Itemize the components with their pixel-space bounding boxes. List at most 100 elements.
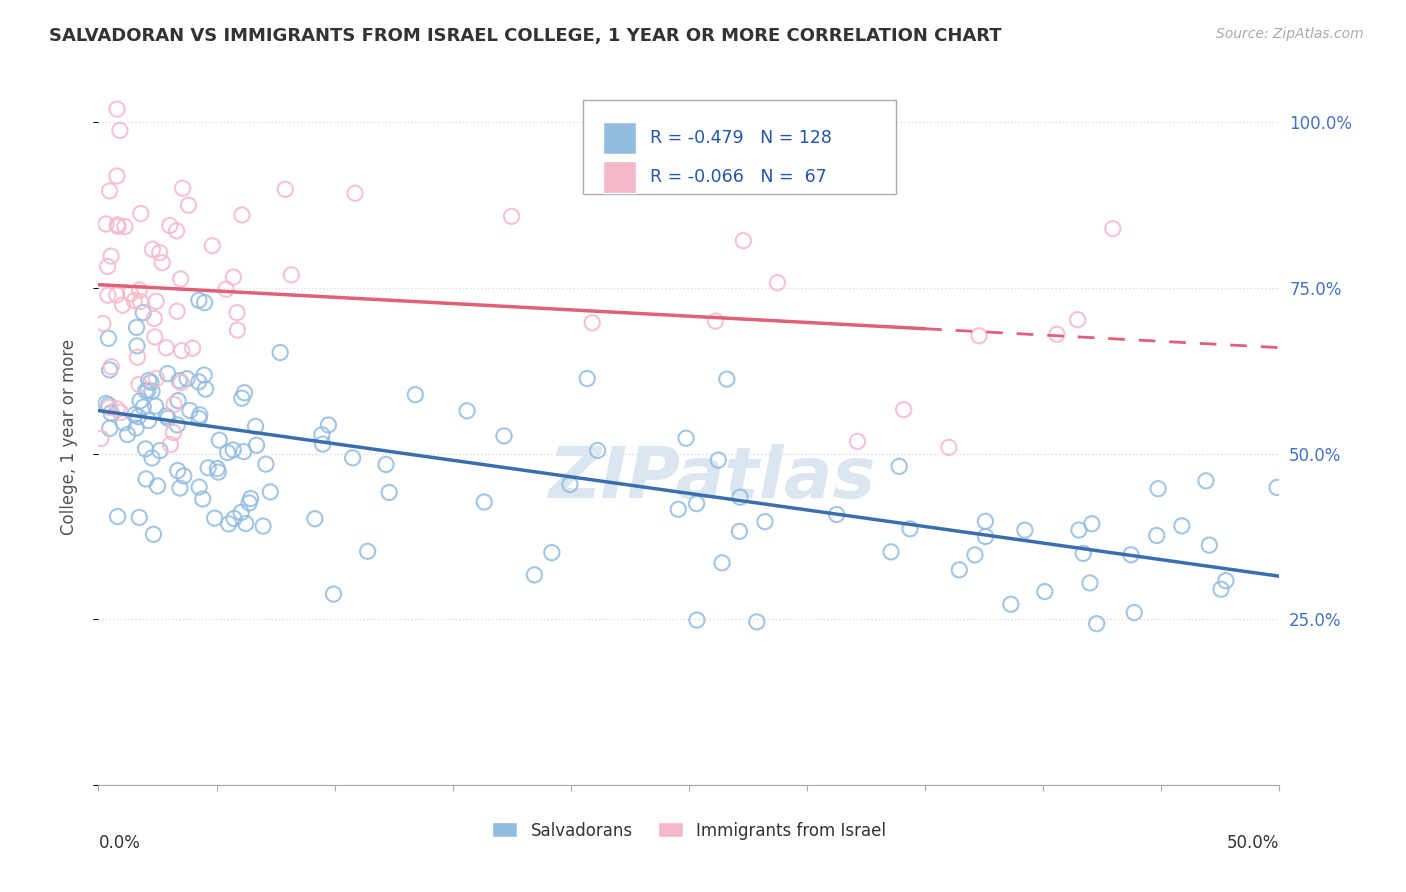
Text: ZIPatlas: ZIPatlas <box>548 444 876 513</box>
Point <box>311 427 333 442</box>
Point <box>581 316 603 330</box>
Point <box>322 587 344 601</box>
Point <box>145 399 167 413</box>
Point <box>105 401 128 416</box>
Point <box>231 391 253 405</box>
Point <box>173 469 195 483</box>
Point <box>191 491 214 506</box>
Point <box>1046 327 1069 342</box>
Point <box>167 393 190 408</box>
Point <box>893 402 915 417</box>
Point <box>105 218 128 232</box>
Point <box>274 182 297 196</box>
Point <box>188 480 211 494</box>
Point <box>166 304 188 318</box>
Point <box>187 293 209 307</box>
Point <box>108 123 131 137</box>
Point <box>135 472 157 486</box>
Point <box>1209 582 1232 597</box>
Point <box>120 286 142 301</box>
Point <box>159 219 181 233</box>
Text: 0.0%: 0.0% <box>98 834 141 852</box>
Point <box>686 613 709 627</box>
Point <box>576 371 599 385</box>
FancyBboxPatch shape <box>582 100 896 194</box>
Point <box>170 376 193 390</box>
Point <box>145 371 167 385</box>
Point <box>193 295 215 310</box>
Y-axis label: College, 1 year or more: College, 1 year or more <box>59 339 77 535</box>
Point <box>149 443 172 458</box>
Point <box>239 491 262 506</box>
Point <box>215 282 238 296</box>
Point <box>159 437 181 451</box>
Point <box>201 238 224 252</box>
Point <box>107 509 129 524</box>
Point <box>129 393 152 408</box>
Point <box>129 294 152 309</box>
Point <box>141 242 163 256</box>
Point <box>1078 576 1101 591</box>
Point <box>181 341 204 355</box>
Point <box>136 384 159 398</box>
Point <box>150 256 173 270</box>
Point <box>155 341 177 355</box>
Point <box>127 409 149 424</box>
Point <box>675 431 697 445</box>
Point <box>97 260 120 274</box>
Point <box>128 510 150 524</box>
Point <box>187 375 209 389</box>
Point <box>197 460 219 475</box>
Point <box>149 245 172 260</box>
Point <box>1215 574 1237 588</box>
Point <box>711 556 734 570</box>
Point <box>128 377 150 392</box>
Point <box>177 198 200 212</box>
Point <box>766 276 789 290</box>
Point <box>100 406 122 420</box>
Point <box>94 396 117 410</box>
Point <box>132 400 155 414</box>
Point <box>188 408 211 422</box>
Point <box>716 372 738 386</box>
Point <box>129 206 152 220</box>
Point <box>889 459 911 474</box>
Point <box>143 330 166 344</box>
Point <box>110 405 132 419</box>
Point <box>707 453 730 467</box>
Point <box>135 442 157 456</box>
Point <box>704 314 727 328</box>
Point <box>304 512 326 526</box>
Point <box>90 431 112 445</box>
Point <box>501 210 523 224</box>
Point <box>105 102 128 116</box>
Point <box>207 465 229 479</box>
Point <box>378 485 401 500</box>
Point <box>194 382 217 396</box>
Point <box>472 495 495 509</box>
Point <box>1146 528 1168 542</box>
Point <box>1000 597 1022 611</box>
Point <box>167 374 190 388</box>
FancyBboxPatch shape <box>603 161 636 193</box>
Point <box>138 413 160 427</box>
Point <box>124 293 146 308</box>
Point <box>523 567 546 582</box>
Point <box>124 408 146 422</box>
Point <box>156 367 179 381</box>
Point <box>375 458 398 472</box>
Point <box>169 272 191 286</box>
Point <box>754 515 776 529</box>
Point <box>100 359 122 374</box>
Point <box>222 270 245 285</box>
Point <box>344 186 367 201</box>
Point <box>125 339 148 353</box>
Point <box>1067 523 1090 537</box>
Point <box>226 306 249 320</box>
Point <box>1071 546 1094 560</box>
Point <box>143 311 166 326</box>
Point <box>404 388 426 402</box>
Point <box>94 217 117 231</box>
Point <box>1147 482 1170 496</box>
Point <box>125 320 148 334</box>
